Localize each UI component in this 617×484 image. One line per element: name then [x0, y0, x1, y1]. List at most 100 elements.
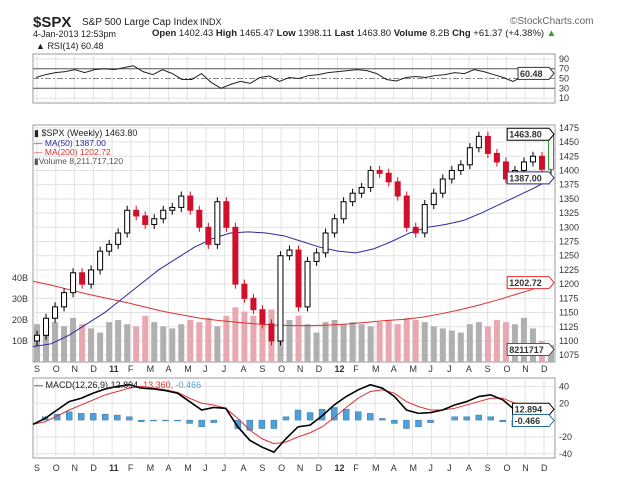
candle-body — [475, 135, 482, 149]
candle-body — [277, 255, 284, 342]
rsi-tick: 50 — [559, 74, 569, 84]
price-tick: 1300 — [559, 222, 579, 232]
month-label: S — [34, 463, 40, 473]
month-label: F — [128, 463, 134, 473]
candle-body — [124, 209, 131, 234]
ma200-last-label: 1202.72 — [509, 278, 542, 288]
volume-bar — [79, 324, 86, 362]
month-label: J — [447, 463, 452, 473]
month-label: D — [90, 463, 97, 473]
month-label: M — [410, 463, 418, 473]
month-label: J — [428, 463, 433, 473]
volume-bar — [70, 317, 77, 362]
macd-histogram-bar — [186, 419, 193, 424]
month-label: D — [541, 364, 548, 374]
month-label: S — [485, 364, 491, 374]
candle-body — [214, 201, 221, 245]
candle-body — [304, 260, 311, 308]
volume-bar — [358, 324, 365, 362]
month-label: N — [72, 364, 79, 374]
volume-bar — [106, 322, 113, 362]
volume-bar — [169, 328, 176, 362]
high-value: 1465.47 — [239, 28, 274, 39]
month-label: M — [147, 364, 155, 374]
macd-histogram-bar — [463, 416, 470, 421]
month-label: O — [503, 364, 510, 374]
candle-icon: ▮ — [34, 128, 39, 138]
quote-line: Open 1402.43 High 1465.47 Low 1398.11 La… — [152, 28, 556, 39]
stockcharts-brand[interactable]: ©StockCharts.com — [510, 16, 594, 27]
month-label: N — [522, 364, 529, 374]
rsi-tick: 30 — [559, 83, 569, 93]
volume-bar — [124, 324, 131, 362]
candle-body — [286, 249, 293, 257]
month-label: M — [410, 364, 418, 374]
candle-body — [313, 252, 320, 262]
volume-bar — [394, 324, 401, 362]
macd-histogram-bar — [114, 414, 121, 421]
candle-body — [502, 161, 509, 180]
month-label: N — [522, 463, 529, 473]
volume-bar — [502, 322, 509, 362]
volume-bar — [151, 322, 158, 362]
price-tick: 1075 — [559, 350, 579, 360]
ma50-line — [32, 177, 554, 348]
macd-last-label-tag — [512, 402, 555, 416]
candle-body — [349, 192, 356, 203]
high-label: High — [215, 28, 238, 39]
candle-body — [385, 172, 392, 183]
volume-legend-text: Volume 8,211,717,120 — [38, 156, 124, 166]
macd-histogram-bar — [90, 413, 97, 421]
month-label: A — [391, 463, 397, 473]
price-tick: 1275 — [559, 237, 579, 247]
macd-histogram-bar — [210, 419, 217, 423]
volume-bar — [196, 322, 203, 362]
volume-bar — [133, 326, 140, 362]
volume-bar — [340, 324, 347, 362]
volume-bar — [241, 311, 248, 362]
month-label: J — [428, 364, 433, 374]
price-tick: 1125 — [559, 322, 578, 332]
volume-bar — [313, 332, 320, 362]
month-label: A — [165, 364, 171, 374]
volume-bar — [520, 317, 527, 362]
month-label: J — [222, 364, 227, 374]
month-label: M — [372, 463, 380, 473]
month-label: S — [259, 463, 265, 473]
price-last-label-tag — [506, 127, 555, 141]
macd-histogram-bar — [126, 416, 133, 421]
macd-histogram-bar — [282, 416, 290, 421]
volume-icon: ▮ — [34, 156, 39, 166]
macd-histogram-bar — [343, 408, 350, 421]
price-tick: 1400 — [559, 165, 579, 175]
macd-histogram-bar — [102, 414, 109, 421]
volume-last-label-tag — [506, 342, 555, 356]
macd-histogram-bar — [487, 416, 494, 421]
macd-tick: 40 — [559, 381, 569, 391]
hist-last-label-tag — [512, 414, 555, 428]
month-label: M — [372, 364, 380, 374]
month-label: O — [503, 463, 510, 473]
macd-histogram-bar — [138, 419, 145, 422]
price-tick: 1325 — [559, 208, 579, 218]
month-label: N — [72, 463, 79, 473]
rsi-tick: 10 — [559, 93, 569, 103]
volume-tick: 30B — [12, 294, 28, 304]
ma50-last-label: 1387.00 — [509, 173, 542, 183]
volume-bar — [448, 330, 455, 362]
price-last-label: 1463.80 — [509, 130, 542, 140]
month-label: A — [165, 463, 171, 473]
month-label: M — [147, 463, 155, 473]
macd-histogram-bar — [306, 412, 314, 421]
price-tick: 1200 — [559, 279, 579, 289]
volume-bar — [376, 322, 383, 362]
macd-histogram-bar — [391, 419, 398, 424]
volume-tick: 20B — [12, 315, 28, 325]
volume-bar — [259, 313, 266, 362]
macd-histogram-bar — [427, 419, 434, 423]
volume-bar — [412, 320, 419, 362]
volume-bar — [142, 315, 149, 362]
macd-histogram-bar — [330, 407, 338, 421]
